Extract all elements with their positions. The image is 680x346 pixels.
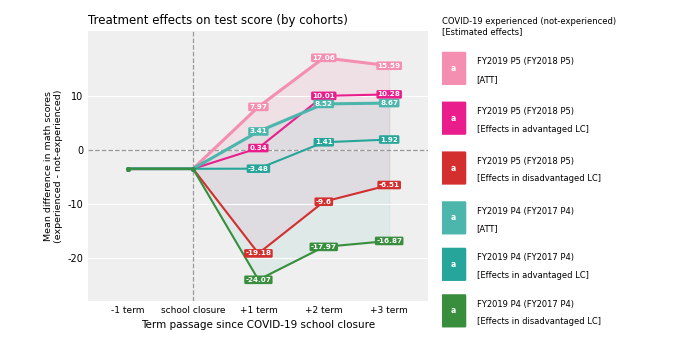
Text: -6.51: -6.51 bbox=[379, 182, 400, 188]
Text: 10.01: 10.01 bbox=[312, 93, 335, 99]
Text: a: a bbox=[451, 260, 456, 269]
Text: -17.97: -17.97 bbox=[311, 244, 337, 250]
Text: 1.41: 1.41 bbox=[315, 139, 333, 145]
Text: 0.34: 0.34 bbox=[250, 145, 267, 151]
Text: FY2019 P4 (FY2017 P4): FY2019 P4 (FY2017 P4) bbox=[477, 253, 574, 262]
FancyBboxPatch shape bbox=[441, 152, 466, 185]
X-axis label: Term passage since COVID-19 school closure: Term passage since COVID-19 school closu… bbox=[141, 320, 375, 330]
FancyBboxPatch shape bbox=[441, 102, 466, 135]
Text: Treatment effects on test score (by cohorts): Treatment effects on test score (by coho… bbox=[88, 14, 348, 27]
FancyBboxPatch shape bbox=[441, 294, 466, 327]
Text: COVID-19 experienced (not-experienced)
[Estimated effects]: COVID-19 experienced (not-experienced) [… bbox=[442, 17, 616, 36]
Text: 3.41: 3.41 bbox=[250, 128, 267, 135]
Text: 10.28: 10.28 bbox=[377, 91, 401, 98]
Text: FY2019 P5 (FY2018 P5): FY2019 P5 (FY2018 P5) bbox=[477, 107, 574, 116]
Text: FY2019 P5 (FY2018 P5): FY2019 P5 (FY2018 P5) bbox=[477, 57, 574, 66]
Text: [Effects in disadvantaged LC]: [Effects in disadvantaged LC] bbox=[477, 317, 600, 326]
Text: a: a bbox=[451, 213, 456, 222]
Text: -24.07: -24.07 bbox=[245, 277, 271, 283]
Text: a: a bbox=[451, 306, 456, 315]
FancyBboxPatch shape bbox=[441, 201, 466, 235]
Text: [ATT]: [ATT] bbox=[477, 224, 498, 233]
Text: FY2019 P4 (FY2017 P4): FY2019 P4 (FY2017 P4) bbox=[477, 300, 574, 309]
Text: -19.18: -19.18 bbox=[245, 251, 271, 256]
Text: -16.87: -16.87 bbox=[376, 238, 402, 244]
Text: FY2019 P4 (FY2017 P4): FY2019 P4 (FY2017 P4) bbox=[477, 207, 574, 216]
FancyBboxPatch shape bbox=[441, 52, 466, 85]
Text: a: a bbox=[451, 64, 456, 73]
Text: [Effects in advantaged LC]: [Effects in advantaged LC] bbox=[477, 125, 589, 134]
Text: 7.97: 7.97 bbox=[250, 104, 267, 110]
Text: [ATT]: [ATT] bbox=[477, 75, 498, 84]
Text: 17.06: 17.06 bbox=[312, 55, 335, 61]
Text: [Effects in disadvantaged LC]: [Effects in disadvantaged LC] bbox=[477, 174, 600, 183]
Text: a: a bbox=[451, 164, 456, 173]
Text: 8.52: 8.52 bbox=[315, 101, 333, 107]
Text: 15.59: 15.59 bbox=[377, 63, 401, 69]
Text: [Effects in advantaged LC]: [Effects in advantaged LC] bbox=[477, 271, 589, 280]
Text: -9.6: -9.6 bbox=[316, 199, 332, 205]
FancyBboxPatch shape bbox=[441, 248, 466, 281]
Text: a: a bbox=[451, 114, 456, 123]
Text: FY2019 P5 (FY2018 P5): FY2019 P5 (FY2018 P5) bbox=[477, 157, 574, 166]
Text: -3.48: -3.48 bbox=[248, 166, 269, 172]
Text: 8.67: 8.67 bbox=[380, 100, 398, 106]
Y-axis label: Mean difference in math scores
(experienced - not-experienced): Mean difference in math scores (experien… bbox=[44, 89, 63, 243]
Text: 1.92: 1.92 bbox=[380, 137, 398, 143]
